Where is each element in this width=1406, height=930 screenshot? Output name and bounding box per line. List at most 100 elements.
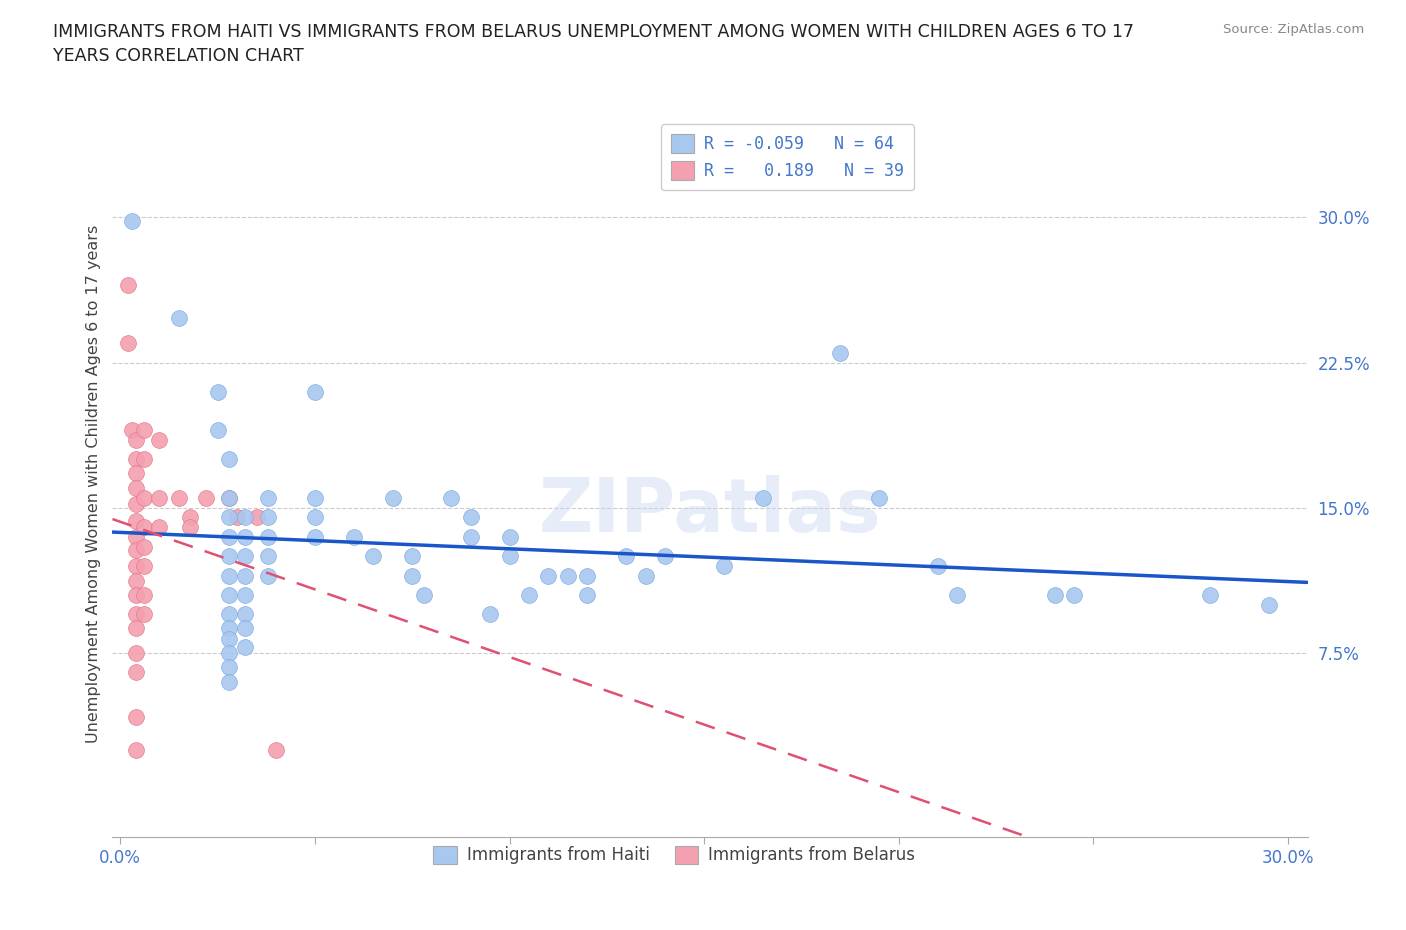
Point	[218, 645, 240, 660]
Point	[233, 568, 256, 583]
Point	[226, 510, 249, 525]
Point	[257, 510, 280, 525]
Point	[125, 543, 148, 558]
Point	[233, 510, 256, 525]
Point	[218, 620, 240, 635]
Point	[257, 491, 280, 506]
Point	[946, 588, 969, 603]
Point	[125, 481, 148, 496]
Point	[479, 607, 502, 622]
Point	[132, 607, 155, 622]
Point	[121, 423, 143, 438]
Point	[257, 529, 280, 544]
Point	[207, 423, 229, 438]
Point	[125, 466, 148, 481]
Point	[132, 588, 155, 603]
Point	[218, 659, 240, 674]
Point	[125, 665, 148, 680]
Text: ZIPatlas: ZIPatlas	[538, 475, 882, 549]
Point	[233, 607, 256, 622]
Point	[125, 514, 148, 529]
Point	[264, 742, 287, 757]
Point	[498, 549, 520, 564]
Point	[132, 491, 155, 506]
Point	[460, 529, 482, 544]
Point	[132, 539, 155, 554]
Point	[167, 311, 190, 325]
Point	[218, 568, 240, 583]
Point	[125, 497, 148, 512]
Y-axis label: Unemployment Among Women with Children Ages 6 to 17 years: Unemployment Among Women with Children A…	[86, 224, 101, 743]
Point	[257, 549, 280, 564]
Point	[304, 384, 326, 399]
Text: IMMIGRANTS FROM HAITI VS IMMIGRANTS FROM BELARUS UNEMPLOYMENT AMONG WOMEN WITH C: IMMIGRANTS FROM HAITI VS IMMIGRANTS FROM…	[53, 23, 1135, 65]
Point	[125, 645, 148, 660]
Point	[245, 510, 267, 525]
Point	[148, 432, 170, 447]
Point	[1199, 588, 1222, 603]
Point	[381, 491, 404, 506]
Point	[927, 558, 949, 573]
Point	[460, 510, 482, 525]
Point	[125, 742, 148, 757]
Point	[517, 588, 540, 603]
Point	[218, 529, 240, 544]
Point	[233, 620, 256, 635]
Point	[537, 568, 560, 583]
Point	[1043, 588, 1066, 603]
Point	[148, 520, 170, 535]
Point	[233, 588, 256, 603]
Point	[218, 452, 240, 467]
Point	[614, 549, 637, 564]
Point	[121, 214, 143, 229]
Point	[125, 710, 148, 724]
Point	[132, 558, 155, 573]
Point	[218, 491, 240, 506]
Point	[207, 384, 229, 399]
Point	[117, 278, 139, 293]
Point	[218, 607, 240, 622]
Point	[125, 620, 148, 635]
Point	[868, 491, 890, 506]
Point	[343, 529, 366, 544]
Point	[401, 549, 423, 564]
Point	[117, 336, 139, 351]
Point	[218, 674, 240, 689]
Legend: Immigrants from Haiti, Immigrants from Belarus: Immigrants from Haiti, Immigrants from B…	[427, 839, 921, 871]
Point	[830, 345, 852, 360]
Point	[634, 568, 657, 583]
Point	[218, 510, 240, 525]
Point	[576, 588, 599, 603]
Point	[179, 510, 201, 525]
Point	[412, 588, 434, 603]
Point	[304, 491, 326, 506]
Point	[125, 607, 148, 622]
Point	[713, 558, 735, 573]
Point	[304, 529, 326, 544]
Point	[125, 452, 148, 467]
Point	[1257, 597, 1279, 612]
Point	[194, 491, 217, 506]
Text: Source: ZipAtlas.com: Source: ZipAtlas.com	[1223, 23, 1364, 36]
Point	[654, 549, 676, 564]
Point	[233, 640, 256, 655]
Point	[132, 520, 155, 535]
Point	[218, 491, 240, 506]
Point	[148, 491, 170, 506]
Point	[125, 558, 148, 573]
Point	[440, 491, 463, 506]
Point	[1063, 588, 1085, 603]
Point	[218, 632, 240, 647]
Point	[125, 529, 148, 544]
Point	[125, 574, 148, 589]
Point	[257, 568, 280, 583]
Point	[498, 529, 520, 544]
Point	[218, 588, 240, 603]
Point	[233, 529, 256, 544]
Point	[125, 432, 148, 447]
Point	[179, 520, 201, 535]
Point	[576, 568, 599, 583]
Point	[363, 549, 385, 564]
Point	[401, 568, 423, 583]
Point	[233, 549, 256, 564]
